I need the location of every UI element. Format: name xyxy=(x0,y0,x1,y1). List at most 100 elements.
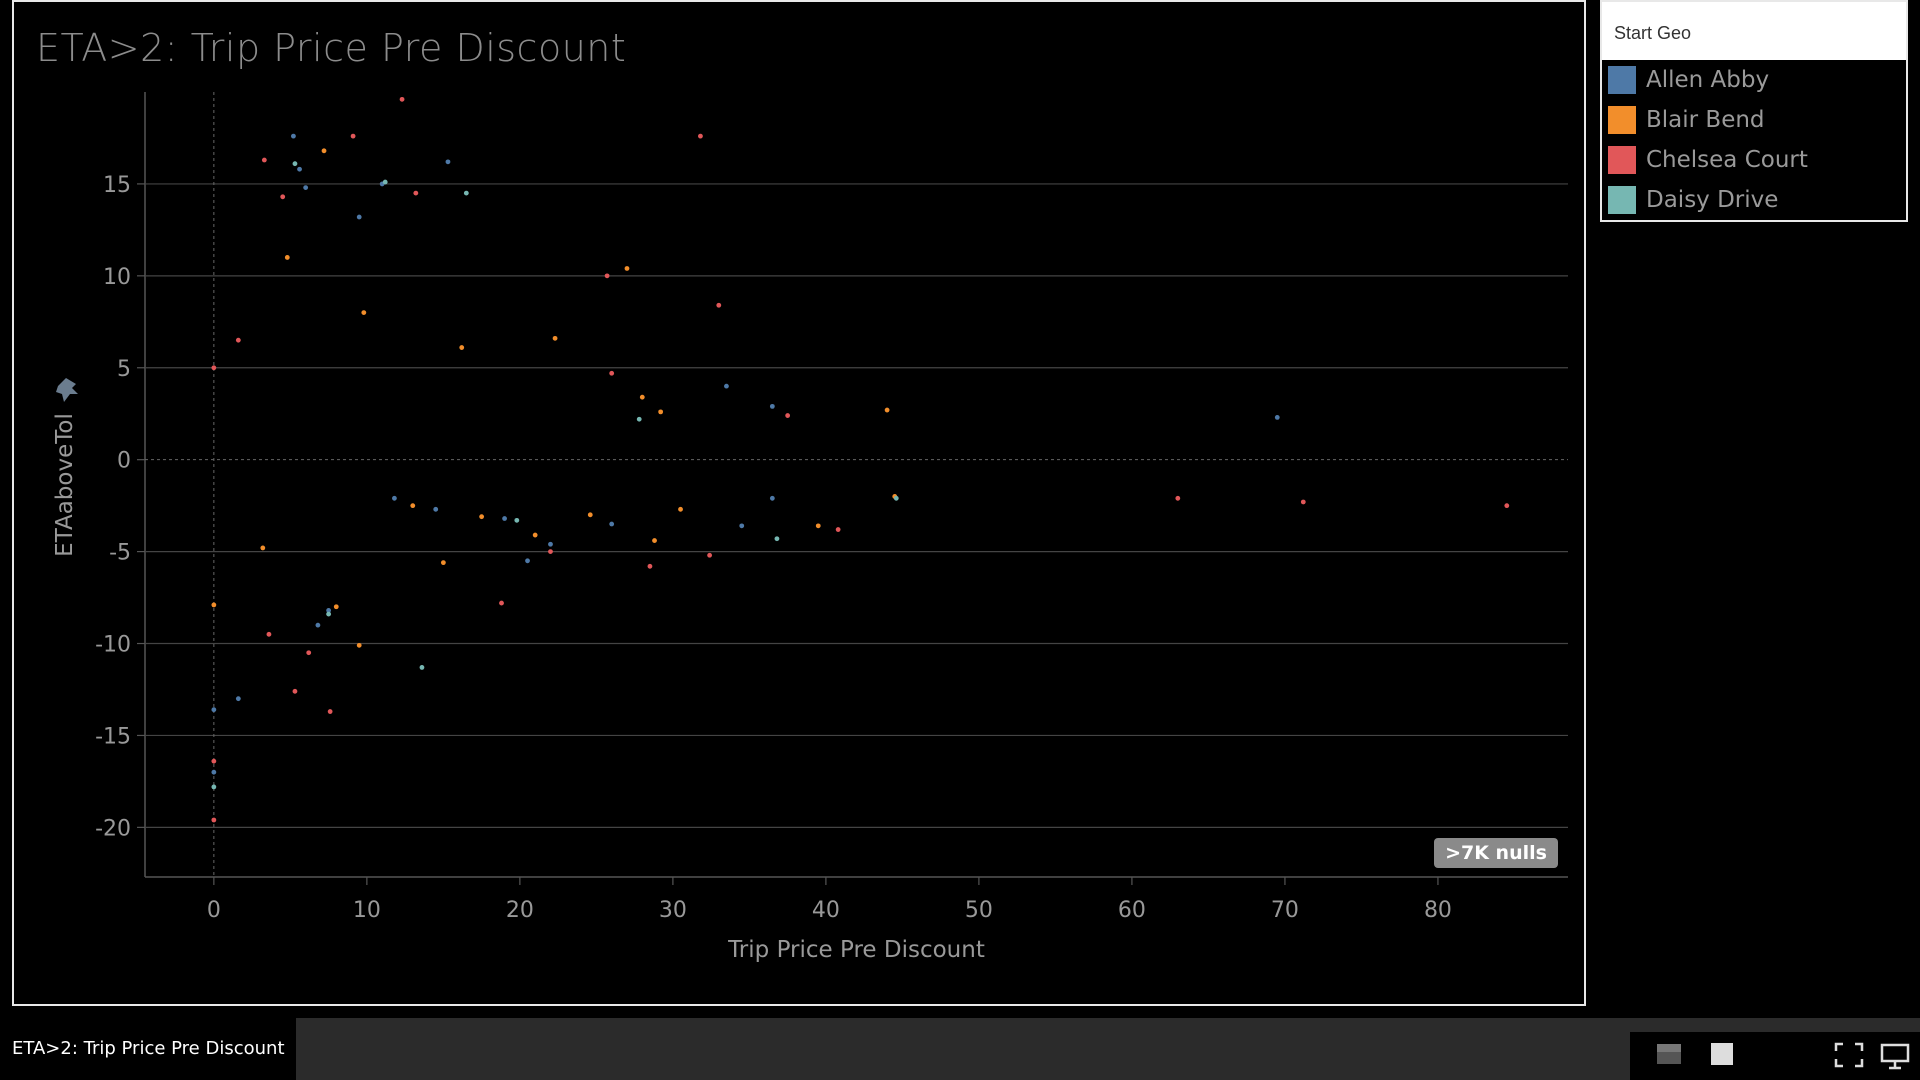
scatter-point[interactable] xyxy=(211,769,217,775)
scatter-point[interactable] xyxy=(502,516,507,521)
scatter-point[interactable] xyxy=(266,631,272,637)
scatter-point[interactable] xyxy=(893,495,899,501)
scatter-point[interactable] xyxy=(639,394,645,400)
scatter-point[interactable] xyxy=(211,758,217,764)
scatter-point[interactable] xyxy=(636,416,642,422)
scatter-point[interactable] xyxy=(382,179,388,185)
scatter-point[interactable] xyxy=(678,506,683,512)
legend-item-allen-abby[interactable]: Allen Abby xyxy=(1602,60,1906,100)
y-tick-label: -15 xyxy=(95,724,131,749)
scatter-point[interactable] xyxy=(609,521,615,527)
scatter-point[interactable] xyxy=(211,784,217,790)
scatter-point[interactable] xyxy=(785,413,791,418)
fullscreen-icon[interactable] xyxy=(1834,1042,1864,1068)
scatter-point[interactable] xyxy=(604,273,610,279)
scatter-point[interactable] xyxy=(815,523,821,529)
scatter-point[interactable] xyxy=(356,214,362,220)
scatter-point[interactable] xyxy=(548,541,553,547)
scatter-point[interactable] xyxy=(211,365,217,371)
x-tick-label: 50 xyxy=(965,898,993,923)
scatter-point[interactable] xyxy=(303,185,309,190)
scatter-point[interactable] xyxy=(499,600,504,606)
scatter-point[interactable] xyxy=(297,166,302,172)
scatter-point[interactable] xyxy=(361,310,367,316)
scatter-point[interactable] xyxy=(716,302,722,308)
scatter-point[interactable] xyxy=(211,817,217,823)
legend-label: Daisy Drive xyxy=(1646,187,1779,213)
scatter-point[interactable] xyxy=(235,696,241,702)
scatter-point[interactable] xyxy=(459,345,465,350)
scatter-point[interactable] xyxy=(624,266,630,271)
scatter-point[interactable] xyxy=(211,602,217,608)
bottom-bar: ETA>2: Trip Price Pre Discount xyxy=(0,1018,1920,1080)
scatter-point[interactable] xyxy=(280,194,286,200)
scatter-point[interactable] xyxy=(433,506,439,512)
scatter-point[interactable] xyxy=(410,503,416,509)
scatter-point[interactable] xyxy=(292,161,298,167)
scatter-point[interactable] xyxy=(260,545,266,551)
scatter-point[interactable] xyxy=(525,558,530,564)
scatter-point[interactable] xyxy=(261,157,267,163)
scatter-point[interactable] xyxy=(658,409,664,415)
scatter-point[interactable] xyxy=(445,159,451,165)
scatter-point[interactable] xyxy=(315,622,321,628)
scatter-point[interactable] xyxy=(552,335,558,341)
scatter-point[interactable] xyxy=(392,495,397,501)
scatter-point[interactable] xyxy=(326,611,332,617)
scatter-point[interactable] xyxy=(514,517,520,523)
scatter-point[interactable] xyxy=(463,190,469,196)
pin-icon[interactable] xyxy=(56,378,78,402)
chart-title: ETA>2: Trip Price Pre Discount xyxy=(36,26,627,70)
present-icon[interactable] xyxy=(1880,1042,1910,1070)
scatter-point[interactable] xyxy=(724,383,729,389)
scatter-point[interactable] xyxy=(1504,503,1510,509)
scatter-point[interactable] xyxy=(413,190,419,196)
scatter-point[interactable] xyxy=(419,665,425,670)
scatter-point[interactable] xyxy=(548,549,553,555)
scatter-point[interactable] xyxy=(356,642,362,648)
scatter-point[interactable] xyxy=(284,255,290,260)
scatter-point[interactable] xyxy=(292,688,298,694)
legend-item-blair-bend[interactable]: Blair Bend xyxy=(1602,100,1906,140)
scatter-point[interactable] xyxy=(327,709,333,714)
legend-item-chelsea-court[interactable]: Chelsea Court xyxy=(1602,140,1906,180)
scatter-point[interactable] xyxy=(835,527,841,532)
scatter-point[interactable] xyxy=(326,608,332,613)
sheet-tab[interactable]: ETA>2: Trip Price Pre Discount xyxy=(0,1018,296,1080)
scatter-point[interactable] xyxy=(333,604,339,610)
scatter-point[interactable] xyxy=(739,523,745,529)
scatter-point[interactable] xyxy=(479,514,485,520)
scatter-point[interactable] xyxy=(399,96,405,102)
scatter-point[interactable] xyxy=(587,512,593,518)
scatter-point[interactable] xyxy=(532,532,538,538)
legend-label: Chelsea Court xyxy=(1646,147,1808,173)
y-tick-label: -10 xyxy=(95,633,131,658)
scatter-point[interactable] xyxy=(1300,499,1306,505)
scatter-point[interactable] xyxy=(652,538,657,543)
scatter-point[interactable] xyxy=(609,370,615,376)
legend-item-daisy-drive[interactable]: Daisy Drive xyxy=(1602,180,1906,220)
legend-swatch xyxy=(1608,106,1636,134)
nulls-badge[interactable]: >7K nulls xyxy=(1434,838,1558,868)
scatter-point[interactable] xyxy=(306,650,312,656)
scatter-point[interactable] xyxy=(707,552,713,558)
scatter-point[interactable] xyxy=(440,560,446,566)
scatter-point[interactable] xyxy=(235,337,241,343)
scatter-point[interactable] xyxy=(291,133,296,139)
scatter-point[interactable] xyxy=(1274,414,1280,420)
scatter-point[interactable] xyxy=(1175,495,1181,501)
scatter-point[interactable] xyxy=(769,403,775,409)
scatter-point[interactable] xyxy=(321,148,327,154)
legend: Start Geo Allen Abby Blair Bend Chelsea … xyxy=(1600,0,1908,222)
scatter-point[interactable] xyxy=(698,133,703,139)
scatter-point[interactable] xyxy=(211,707,217,713)
scatter-point[interactable] xyxy=(350,133,356,139)
layout-icon[interactable] xyxy=(1656,1042,1682,1066)
scatter-point[interactable] xyxy=(647,563,653,569)
legend-swatch xyxy=(1608,146,1636,174)
square-icon[interactable] xyxy=(1710,1042,1734,1066)
scatter-point[interactable] xyxy=(769,495,775,501)
scatter-point[interactable] xyxy=(774,536,780,542)
scatter-point[interactable] xyxy=(884,407,890,413)
